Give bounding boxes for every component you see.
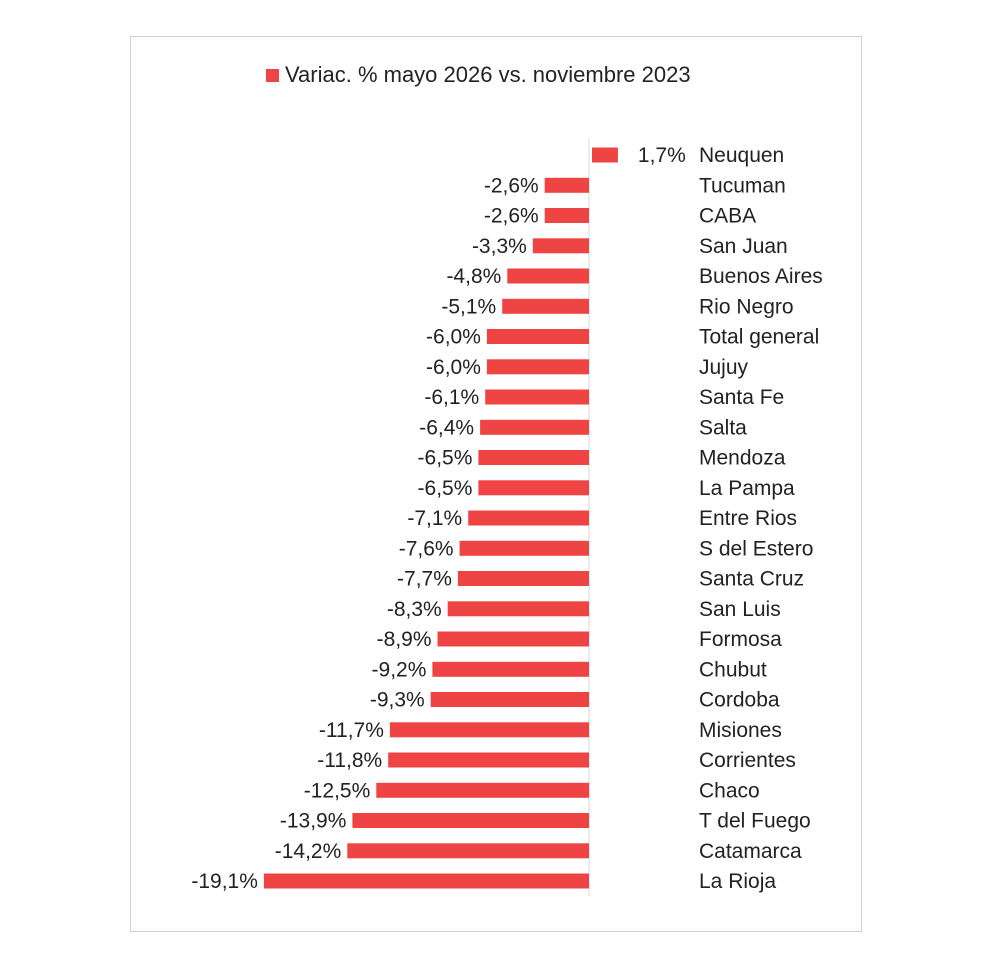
legend-swatch <box>266 68 279 82</box>
bar <box>486 359 589 375</box>
data-label: -9,2% <box>372 658 427 681</box>
category-label: T del Fuego <box>699 810 811 833</box>
category-label: Misiones <box>699 719 782 742</box>
category-label: San Luis <box>699 598 781 621</box>
data-label: -6,0% <box>426 326 481 349</box>
data-label: -6,0% <box>426 356 481 379</box>
data-label: -7,1% <box>407 507 462 530</box>
bar <box>478 480 589 496</box>
bar <box>486 329 589 344</box>
category-label: Chubut <box>699 658 767 681</box>
data-label: -11,8% <box>317 749 382 772</box>
bar <box>352 813 589 828</box>
data-label: -8,9% <box>377 628 432 651</box>
bar <box>389 722 589 738</box>
data-label: -6,5% <box>418 477 473 500</box>
data-label: -4,8% <box>446 265 501 288</box>
category-label: Corrientes <box>699 749 796 772</box>
bar <box>432 661 589 677</box>
bar <box>480 419 589 435</box>
data-label: -7,6% <box>399 537 454 560</box>
category-label: Chaco <box>699 779 760 802</box>
data-label: -14,2% <box>275 840 342 863</box>
category-label: Neuquen <box>699 144 784 167</box>
data-label: -2,6% <box>484 205 539 228</box>
bar <box>502 298 589 314</box>
data-label: -19,1% <box>191 870 258 893</box>
category-label: Mendoza <box>699 447 786 470</box>
data-label: -6,1% <box>424 386 479 409</box>
category-label: Cordoba <box>699 689 780 712</box>
category-label: Formosa <box>699 628 782 651</box>
data-label: -5,1% <box>441 295 496 318</box>
data-label: -2,6% <box>484 174 539 197</box>
data-label: -6,5% <box>418 447 473 470</box>
data-label: -6,4% <box>419 416 474 439</box>
category-label: Salta <box>699 416 747 439</box>
category-label: Tucuman <box>699 174 786 197</box>
category-label: Santa Fe <box>699 386 784 409</box>
bar <box>532 238 589 254</box>
data-label: -11,7% <box>319 719 384 742</box>
data-label: -7,7% <box>397 568 452 591</box>
category-label: CABA <box>699 205 756 228</box>
bar <box>485 389 589 405</box>
category-label: La Pampa <box>699 477 795 500</box>
data-label: -8,3% <box>387 598 442 621</box>
bar <box>592 147 618 163</box>
bar <box>347 843 589 859</box>
data-label: 1,7% <box>638 144 686 167</box>
data-label: -3,3% <box>472 235 527 258</box>
category-label: Entre Rios <box>699 507 797 530</box>
category-label: Buenos Aires <box>699 265 823 288</box>
bar <box>457 571 589 586</box>
bar <box>544 177 589 193</box>
data-label: -13,9% <box>280 810 347 833</box>
bar <box>430 692 589 707</box>
category-label: La Rioja <box>699 870 776 893</box>
legend: Variac. % mayo 2026 vs. noviembre 2023 <box>266 62 691 88</box>
bar <box>459 540 589 556</box>
bar <box>447 601 589 617</box>
legend-label: Variac. % mayo 2026 vs. noviembre 2023 <box>285 62 691 87</box>
category-label: Total general <box>699 326 819 349</box>
category-label: S del Estero <box>699 537 813 560</box>
bar <box>376 782 590 798</box>
bar <box>468 510 589 526</box>
bar <box>478 450 589 465</box>
data-label: -12,5% <box>304 779 371 802</box>
bar <box>507 268 589 284</box>
bar <box>388 752 589 768</box>
category-label: Catamarca <box>699 840 802 863</box>
category-label: Jujuy <box>699 356 749 379</box>
data-label: -9,3% <box>370 689 425 712</box>
category-label: Rio Negro <box>699 295 794 318</box>
category-label: San Juan <box>699 235 788 258</box>
bar <box>544 208 589 223</box>
category-label: Santa Cruz <box>699 568 804 591</box>
bar <box>263 873 589 889</box>
bar <box>437 631 589 647</box>
